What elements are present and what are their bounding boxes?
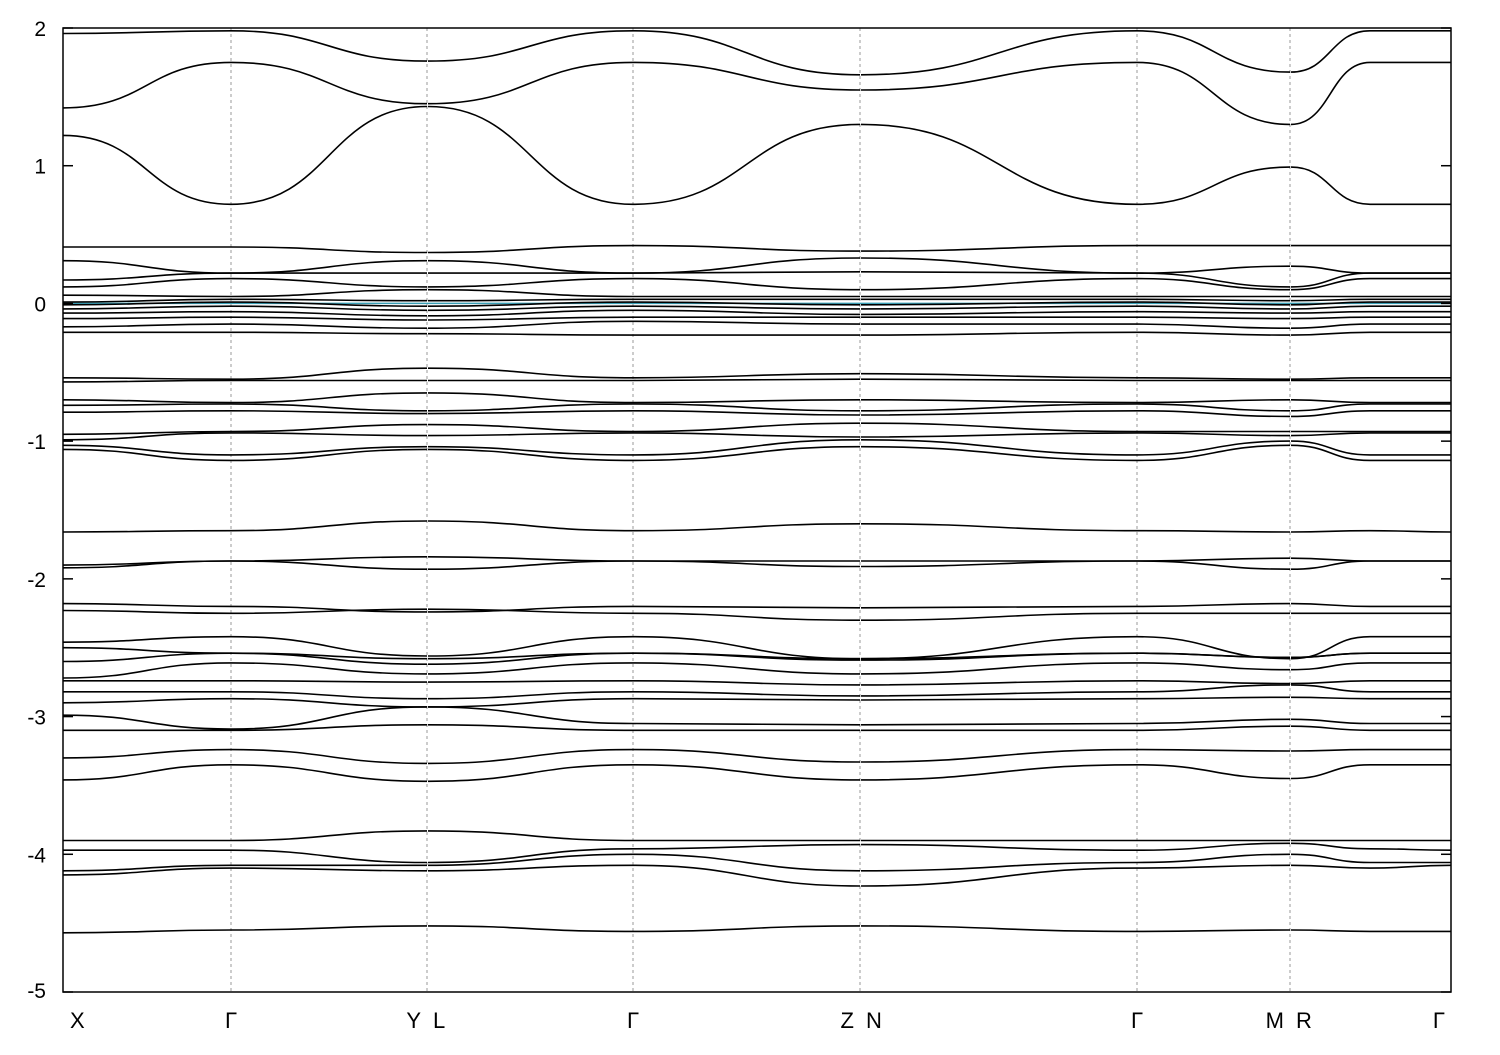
plot-frame	[62, 27, 1452, 993]
band-b38	[62, 288, 1451, 298]
band-b34	[62, 309, 1451, 317]
x-label-8: M	[1266, 1008, 1284, 1033]
band-b13	[62, 662, 1451, 679]
band-b43	[62, 105, 1451, 206]
band-b33	[62, 316, 1451, 321]
band-b22	[62, 444, 1451, 462]
band-b1	[62, 925, 1451, 934]
band-b15	[62, 646, 1451, 661]
band-b24	[62, 432, 1451, 441]
y-tick-label-2: 0	[34, 293, 46, 316]
y-axis-ticks: 2 1 0 -1 -2 -3 -4 -5	[27, 18, 1451, 1003]
x-label-5: Z	[841, 1008, 854, 1033]
band-b28	[62, 392, 1451, 404]
x-label-4: Γ	[627, 1008, 639, 1033]
y-tick-label-4: -2	[27, 569, 46, 592]
y-tick-label-5: -3	[27, 707, 46, 730]
x-label-10: Γ	[1433, 1008, 1445, 1033]
band-b29	[62, 378, 1451, 383]
x-label-7: Γ	[1131, 1008, 1143, 1033]
band-b16	[62, 635, 1451, 660]
band-b9	[62, 706, 1451, 730]
y-tick-label-1: 1	[34, 156, 46, 179]
band-b32	[62, 320, 1451, 329]
x-label-0: X	[70, 1008, 85, 1033]
band-b8	[63, 724, 1451, 732]
y-tick-label-7: -5	[27, 980, 46, 1003]
band-b4	[63, 842, 1452, 864]
band-b21	[62, 520, 1452, 533]
band-b37	[62, 298, 1451, 303]
band-b17	[62, 608, 1451, 621]
band-b3	[62, 853, 1451, 872]
band-b7	[62, 748, 1451, 765]
band-b42	[63, 244, 1451, 254]
band-b31	[62, 331, 1451, 336]
band-b18	[62, 602, 1451, 613]
band-b41	[62, 257, 1451, 274]
y-tick-label-3: -1	[27, 431, 46, 454]
x-label-9: R	[1296, 1008, 1312, 1033]
band-b11	[63, 684, 1451, 700]
band-b30	[62, 367, 1451, 381]
grid-lines	[230, 28, 1291, 992]
band-b12	[63, 679, 1451, 686]
band-b35	[62, 305, 1452, 312]
x-label-6: N	[866, 1008, 882, 1033]
band-b2	[62, 864, 1452, 887]
y-tick-label-6: -4	[27, 844, 46, 867]
band-b6	[62, 763, 1451, 783]
bands	[62, 29, 1452, 934]
y-tick-label-0: 2	[34, 18, 46, 41]
band-b44	[62, 61, 1451, 126]
band-b27	[62, 403, 1451, 412]
x-label-1: Γ	[225, 1008, 237, 1033]
band-b10	[62, 696, 1451, 708]
band-b25	[62, 422, 1451, 436]
band-b20	[62, 556, 1451, 566]
band-b5	[63, 830, 1451, 842]
band-b26	[62, 409, 1451, 418]
band-b39	[62, 277, 1451, 291]
band-b23	[62, 439, 1451, 456]
band-b36	[62, 301, 1451, 307]
x-label-3: L	[433, 1008, 445, 1033]
x-label-2: Y	[406, 1008, 421, 1033]
band-b45	[62, 29, 1451, 76]
